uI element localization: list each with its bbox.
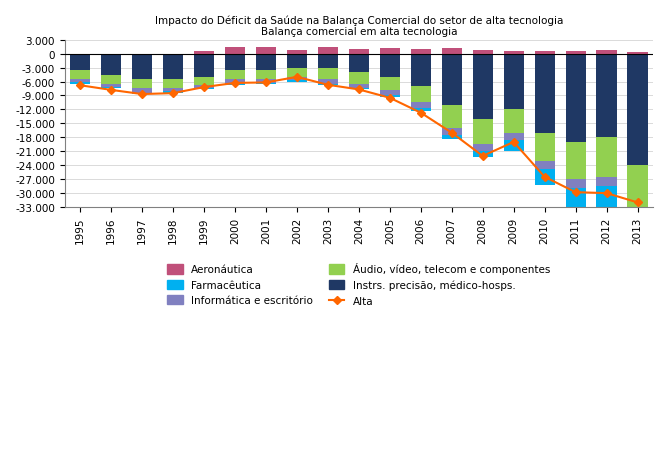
Bar xyxy=(534,169,554,186)
Bar xyxy=(287,54,307,69)
Bar xyxy=(504,110,524,133)
Bar xyxy=(287,69,307,78)
Bar xyxy=(70,83,90,85)
Bar xyxy=(101,85,121,88)
Bar xyxy=(132,54,152,80)
Bar xyxy=(318,48,338,54)
Bar xyxy=(411,54,431,87)
Bar xyxy=(379,49,400,54)
Bar xyxy=(597,178,617,187)
Bar xyxy=(101,54,121,75)
Bar xyxy=(504,54,524,110)
Bar xyxy=(566,143,586,180)
Bar xyxy=(597,187,617,208)
Bar xyxy=(379,78,400,91)
Bar xyxy=(349,73,369,85)
Legend: Aeronáutica, Farmacêutica, Informática e escritório, Áudio, vídeo, telecom e com: Aeronáutica, Farmacêutica, Informática e… xyxy=(168,263,550,306)
Bar xyxy=(101,75,121,85)
Bar xyxy=(504,52,524,54)
Bar xyxy=(256,48,276,54)
Bar xyxy=(411,103,431,109)
Bar xyxy=(442,49,462,54)
Bar xyxy=(472,54,493,119)
Bar xyxy=(349,89,369,90)
Bar xyxy=(379,96,400,98)
Bar xyxy=(194,86,214,89)
Bar xyxy=(225,54,245,71)
Bar xyxy=(318,69,338,80)
Bar xyxy=(534,54,554,133)
Bar xyxy=(442,54,462,106)
Bar xyxy=(627,53,647,54)
Bar xyxy=(287,81,307,82)
Bar xyxy=(349,50,369,54)
Bar xyxy=(411,87,431,103)
Bar xyxy=(318,85,338,86)
Title: Impacto do Déficit da Saúde na Balança Comercial do setor de alta tecnologia
Bal: Impacto do Déficit da Saúde na Balança C… xyxy=(154,15,563,37)
Bar xyxy=(566,54,586,143)
Bar xyxy=(318,54,338,69)
Bar xyxy=(472,119,493,145)
Bar xyxy=(163,89,183,92)
Bar xyxy=(379,54,400,78)
Bar xyxy=(566,180,586,189)
Bar xyxy=(411,109,431,111)
Bar xyxy=(101,88,121,89)
Bar xyxy=(534,133,554,161)
Bar xyxy=(194,89,214,90)
Bar xyxy=(70,80,90,83)
Bar xyxy=(627,208,647,218)
Bar xyxy=(194,52,214,54)
Bar xyxy=(627,218,647,243)
Bar xyxy=(132,89,152,93)
Bar xyxy=(256,80,276,84)
Bar xyxy=(597,51,617,54)
Bar xyxy=(504,133,524,140)
Bar xyxy=(225,48,245,54)
Bar xyxy=(256,54,276,71)
Bar xyxy=(597,54,617,138)
Bar xyxy=(627,54,647,166)
Bar xyxy=(132,93,152,95)
Bar xyxy=(597,138,617,178)
Bar xyxy=(70,71,90,80)
Bar xyxy=(442,136,462,140)
Bar xyxy=(194,54,214,78)
Bar xyxy=(442,106,462,129)
Bar xyxy=(225,80,245,85)
Bar xyxy=(70,54,90,71)
Bar xyxy=(472,152,493,158)
Bar xyxy=(194,78,214,86)
Bar xyxy=(504,140,524,152)
Bar xyxy=(225,85,245,86)
Bar xyxy=(349,85,369,89)
Bar xyxy=(442,129,462,136)
Bar xyxy=(472,145,493,152)
Bar xyxy=(379,91,400,96)
Bar xyxy=(163,80,183,89)
Bar xyxy=(349,54,369,73)
Bar xyxy=(566,189,586,210)
Bar xyxy=(534,161,554,169)
Bar xyxy=(472,51,493,54)
Bar xyxy=(534,52,554,54)
Bar xyxy=(318,80,338,85)
Bar xyxy=(256,84,276,85)
Bar xyxy=(225,71,245,80)
Bar xyxy=(411,50,431,54)
Bar xyxy=(256,71,276,80)
Bar xyxy=(627,166,647,208)
Bar xyxy=(287,51,307,54)
Bar xyxy=(163,54,183,80)
Bar xyxy=(132,80,152,89)
Bar xyxy=(163,92,183,93)
Bar xyxy=(287,78,307,81)
Bar xyxy=(566,52,586,54)
